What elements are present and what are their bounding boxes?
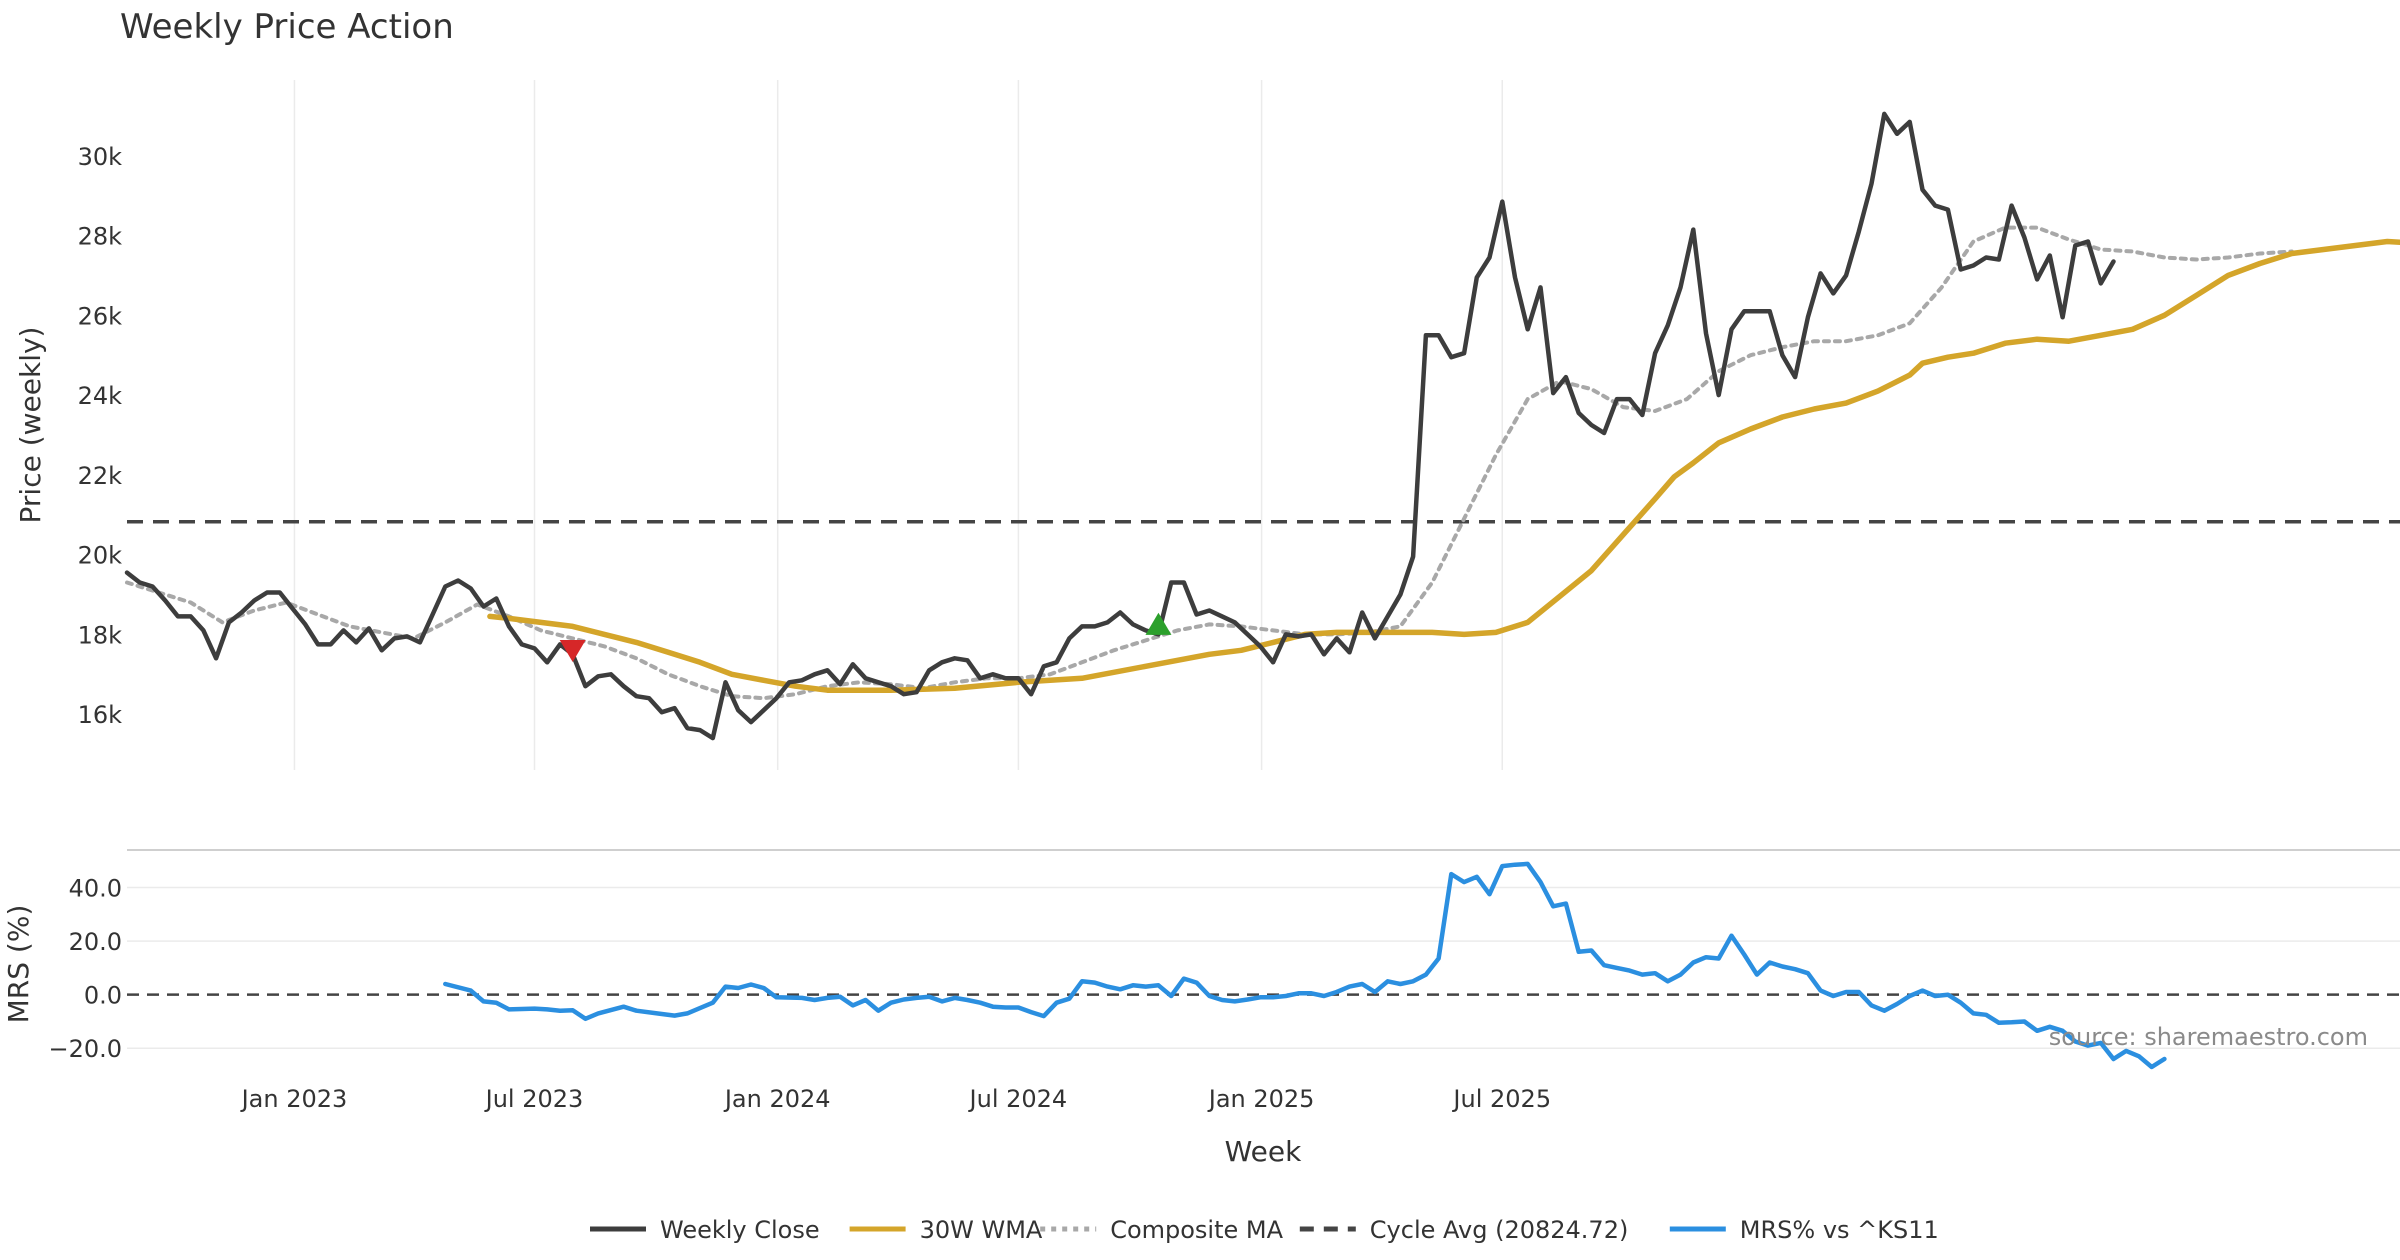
mrs-y-tick-label: 40.0 (69, 875, 122, 903)
price-y-tick-label: 24k (78, 382, 123, 410)
price-y-tick-label: 20k (78, 542, 123, 570)
legend-label: Composite MA (1110, 1216, 1283, 1244)
reference-lines (127, 519, 2400, 996)
mrs-y-tick-label: 20.0 (69, 928, 122, 956)
legend-item: MRS% vs ^KS11 (1669, 1216, 1939, 1244)
legend-item: 30W WMA (849, 1216, 1043, 1244)
weekly-close-line (124, 111, 2116, 741)
legend-item: Composite MA (1040, 1216, 1284, 1244)
x-tick-label: Jan 2023 (240, 1085, 348, 1113)
buy-signal-marker (1145, 612, 1172, 635)
legend-label: 30W WMA (920, 1216, 1043, 1244)
price-y-tick-label: 30k (78, 143, 123, 171)
legend: Weekly Close 30W WMA Composite MA Cycle Avg… (590, 1216, 1939, 1244)
legend-item: Cycle Avg (20824.72) (1299, 1216, 1629, 1244)
x-tick-label: Jul 2023 (484, 1085, 584, 1113)
mrs-y-tick-label: −20.0 (48, 1035, 122, 1063)
series-layer (124, 111, 2400, 1070)
price-y-tick-label: 18k (78, 621, 123, 649)
grid-layer (127, 80, 2400, 1049)
x-tick-label: Jan 2025 (1207, 1085, 1315, 1113)
x-tick-label: Jan 2024 (723, 1085, 831, 1113)
price-axis-label: Price (weekly) (14, 327, 47, 524)
mrs-line (443, 861, 2167, 1070)
composite-ma-line (125, 225, 2294, 701)
sell-signal-marker (559, 639, 586, 663)
price-y-tick-label: 22k (78, 462, 123, 490)
x-tick-label: Jul 2025 (1451, 1085, 1551, 1113)
x-axis-label: Week (1225, 1135, 1302, 1168)
legend-label: MRS% vs ^KS11 (1740, 1216, 1939, 1244)
mrs-axis-label: MRS (%) (2, 905, 35, 1024)
chart-title: Weekly Price Action (120, 7, 454, 47)
price-y-tick-label: 28k (78, 223, 123, 251)
legend-label: Weekly Close (660, 1216, 820, 1244)
price-y-tick-label: 16k (78, 701, 123, 729)
signal-markers (559, 612, 1172, 663)
price-y-tick-label: 26k (78, 302, 123, 330)
x-tick-label: Jul 2024 (968, 1085, 1068, 1113)
source-note: source: sharemaestro.com (2049, 1023, 2368, 1051)
legend-label: Cycle Avg (20824.72) (1370, 1216, 1629, 1244)
tick-labels: Jan 2023 Jul 2023 Jan 2024 Jul 2024 Jan 2025… (48, 143, 1551, 1113)
legend-item: Weekly Close (590, 1216, 820, 1244)
wma-30w-line (487, 238, 2400, 693)
mrs-y-tick-label: 0.0 (84, 982, 122, 1010)
